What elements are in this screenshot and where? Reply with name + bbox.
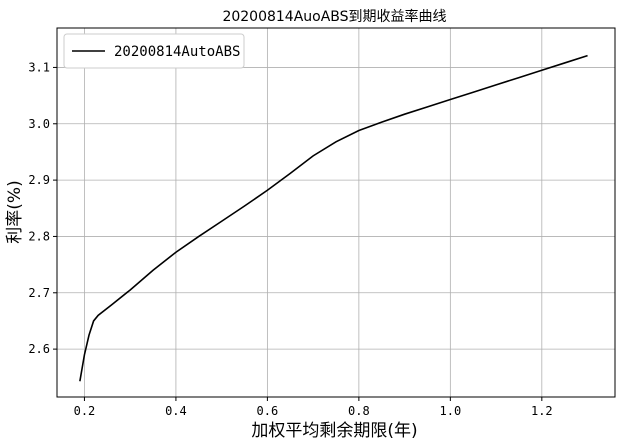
tick-labels: 0.2 0.4 0.6 0.8 1.0 1.2 2.6 2.7 2.8 2.9 3.0 3.1 — [28, 60, 552, 418]
legend: 20200814AutoABS — [63, 33, 245, 69]
x-tick-label: 0.6 — [257, 404, 279, 418]
grid-lines — [57, 28, 615, 397]
line-series — [79, 54, 588, 382]
chart-title: 20200814AuoABS到期收益率曲线 — [222, 8, 446, 25]
legend-label: 20200814AutoABS — [114, 44, 240, 60]
y-tick-label: 3.1 — [28, 60, 50, 74]
x-tick-label: 0.2 — [74, 404, 96, 418]
x-tick-label: 0.8 — [348, 404, 370, 418]
y-axis-label: 利率(%) — [5, 180, 25, 243]
legend-box — [63, 33, 245, 69]
x-tick-label: 1.0 — [440, 404, 462, 418]
x-axis-label: 加权平均剩余期限(年) — [251, 421, 417, 441]
y-tick-label: 2.9 — [28, 173, 50, 187]
y-tick-label: 2.6 — [28, 342, 50, 356]
plot-frame — [56, 27, 616, 398]
y-tick-label: 3.0 — [28, 117, 50, 131]
y-tick-label: 2.8 — [28, 229, 50, 243]
x-tick-label: 1.2 — [531, 404, 553, 418]
y-tick-label: 2.7 — [28, 286, 50, 300]
x-tick-label: 0.4 — [165, 404, 187, 418]
series-line — [79, 54, 588, 382]
